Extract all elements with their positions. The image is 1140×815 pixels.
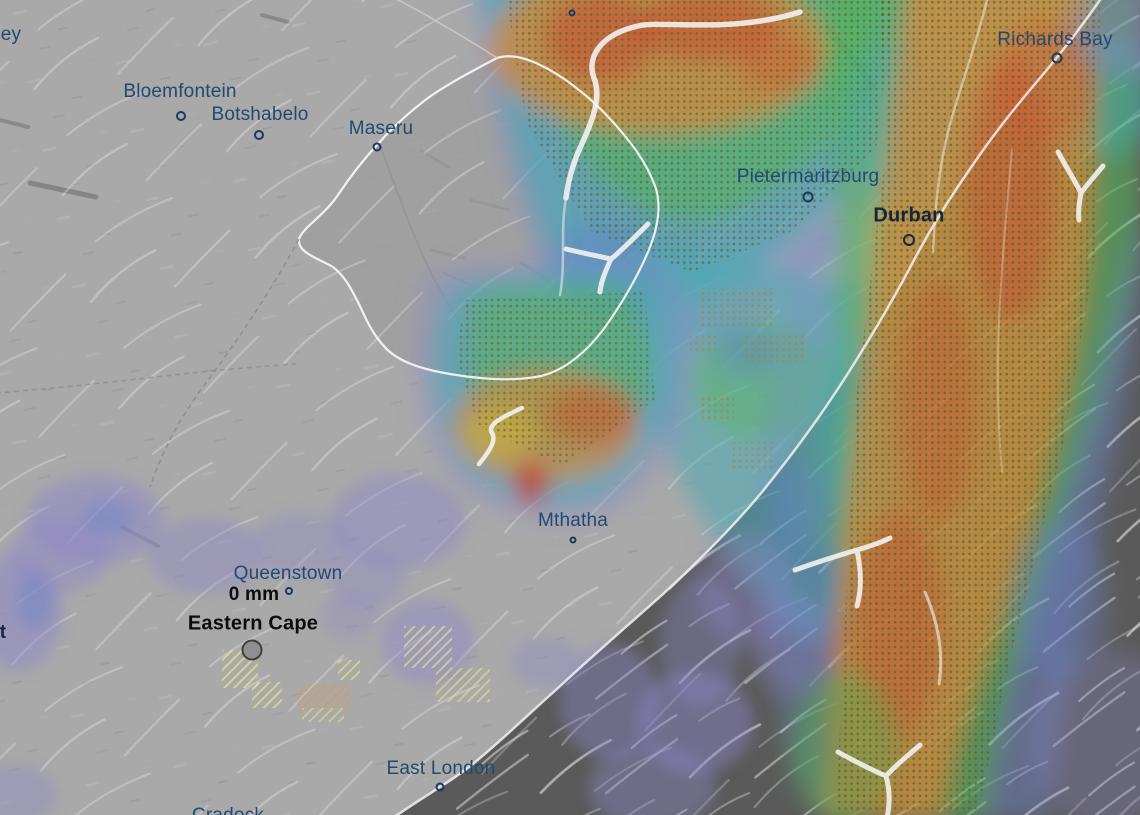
city-marker-icon[interactable] [903,234,915,246]
city-label-queenstown[interactable]: Queenstown [233,563,343,584]
city-marker-icon[interactable] [802,191,814,203]
rivers-layer [476,0,1106,815]
light-rain-layer [0,474,753,815]
edge-partial-label: t [0,622,7,643]
city-label-richards-bay[interactable]: Richards Bay [997,29,1113,50]
coastline [394,0,1102,815]
hatch-patches-layer [222,626,490,722]
city-label-mthatha[interactable]: Mthatha [537,510,609,531]
picked-region-label: Eastern Cape [187,612,319,635]
city-label-bloemfontein[interactable]: Bloemfontein [123,81,237,102]
city-marker-icon[interactable] [568,9,576,17]
city-marker-icon[interactable] [435,782,445,792]
city-label-pietermaritzburg[interactable]: Pietermaritzburg [736,166,880,187]
city-marker-icon[interactable] [372,142,382,152]
picked-value-label: 0 mm [228,584,280,605]
convective-dots-layer [456,0,1100,812]
city-label-botshabelo[interactable]: Botshabelo [211,104,309,125]
city-marker-icon[interactable] [569,536,577,544]
city-marker-icon[interactable] [176,111,186,121]
city-marker-icon[interactable] [285,587,293,595]
city-label-durban[interactable]: Durban [873,204,945,227]
borders-layer [0,0,660,488]
city-label-cradock-partial: Cradock [192,805,264,815]
picked-location-icon[interactable] [241,639,263,661]
city-label-maseru[interactable]: Maseru [348,118,414,139]
city-label-east-london[interactable]: East London [386,758,496,779]
city-marker-icon[interactable] [254,130,264,140]
city-marker-icon[interactable] [1051,52,1063,64]
city-label-witsieshoek[interactable]: Witsieshoek [519,0,632,5]
city-label-kimberley-partial: ey [0,24,22,45]
